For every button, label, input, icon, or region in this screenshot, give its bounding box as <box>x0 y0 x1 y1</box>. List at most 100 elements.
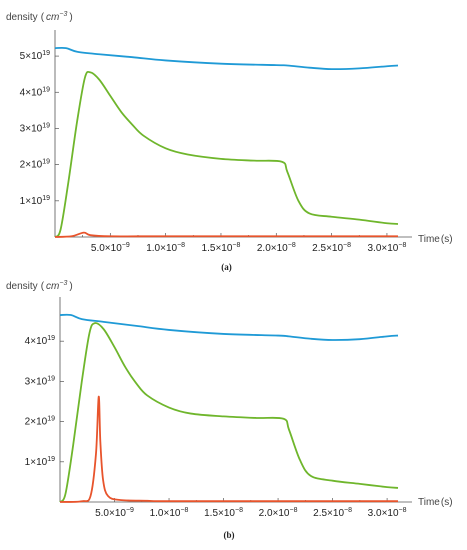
x-axis-unit: (s) <box>441 234 453 245</box>
x-tick-mantissa: 2.5 <box>312 243 326 254</box>
x-tick-times: ×10 <box>164 508 181 519</box>
chart-panel-a: density(cm−3)Time(s)1×10192×10193×10194×… <box>6 11 453 272</box>
x-axis-unit: (s) <box>441 497 453 508</box>
y-tick-times: ×10 <box>25 160 42 171</box>
y-tick-exp: 19 <box>47 335 55 342</box>
x-tick-label: 1.5×10−8 <box>204 507 243 519</box>
y-tick-mantissa: 1 <box>20 196 26 207</box>
series-blue-line <box>59 313 399 341</box>
y-tick-times: ×10 <box>30 376 47 387</box>
x-axis-title: Time(s) <box>418 234 453 245</box>
x-tick-label: 1.0×10−8 <box>146 242 185 254</box>
chart-panel-b: density(cm−3)Time(s)1×10192×10193×10194×… <box>6 280 453 540</box>
x-tick-exp: −8 <box>235 507 243 514</box>
x-tick-mantissa: 2.0 <box>257 243 271 254</box>
x-tick-exp: −8 <box>290 507 298 514</box>
y-tick-exp: 19 <box>42 122 50 129</box>
y-tick-mantissa: 4 <box>20 87 26 98</box>
y-tick-exp: 19 <box>42 159 50 166</box>
y-tick-label: 4×1019 <box>25 335 55 347</box>
y-tick-label: 3×1019 <box>20 122 50 134</box>
x-tick-label: 2.5×10−8 <box>312 242 351 254</box>
y-tick-times: ×10 <box>25 196 42 207</box>
y-axis-unit-open: ( <box>41 12 45 23</box>
x-axis-title-text: Time <box>418 497 440 508</box>
y-tick-times: ×10 <box>25 87 42 98</box>
x-tick-times: ×10 <box>218 508 235 519</box>
y-axis-title-text: density <box>6 12 38 23</box>
y-tick-times: ×10 <box>30 336 47 347</box>
y-tick-label: 4×1019 <box>20 86 50 98</box>
x-tick-mantissa: 3.0 <box>368 508 382 519</box>
y-axis-unit-base: cm <box>46 281 59 292</box>
y-tick-exp: 19 <box>42 195 50 202</box>
x-tick-label: 2.0×10−8 <box>259 507 298 519</box>
x-tick-exp: −8 <box>232 242 240 249</box>
y-tick-label: 1×1019 <box>20 195 50 207</box>
y-axis-unit-exp: −3 <box>59 11 67 18</box>
x-tick-times: ×10 <box>381 243 398 254</box>
x-tick-mantissa: 3.0 <box>368 243 382 254</box>
x-tick-mantissa: 1.0 <box>150 508 164 519</box>
panel-label: (a) <box>221 262 232 272</box>
x-tick-mantissa: 2.0 <box>259 508 273 519</box>
panel-label: (b) <box>224 530 235 540</box>
x-tick-label: 3.0×10−8 <box>368 242 407 254</box>
x-tick-mantissa: 1.5 <box>202 243 216 254</box>
y-tick-exp: 19 <box>47 375 55 382</box>
y-axis-unit-exp: −3 <box>59 280 67 287</box>
x-tick-exp: −8 <box>399 507 407 514</box>
y-tick-label: 1×1019 <box>25 456 55 468</box>
x-tick-label: 1.0×10−8 <box>150 507 189 519</box>
y-tick-times: ×10 <box>25 51 42 62</box>
x-tick-times: ×10 <box>327 508 344 519</box>
series-red-line <box>54 231 398 238</box>
x-tick-times: ×10 <box>105 243 122 254</box>
series-green-line <box>54 70 399 238</box>
x-tick-mantissa: 5.0 <box>95 508 109 519</box>
x-axis-title-text: Time <box>418 234 440 245</box>
y-tick-exp: 19 <box>47 456 55 463</box>
y-tick-mantissa: 3 <box>25 376 31 387</box>
x-tick-mantissa: 5.0 <box>91 243 105 254</box>
y-axis-title-text: density <box>6 281 38 292</box>
y-tick-times: ×10 <box>30 417 47 428</box>
y-tick-mantissa: 3 <box>20 123 26 134</box>
x-tick-label: 5.0×10−9 <box>95 507 134 519</box>
x-axis-title: Time(s) <box>418 497 453 508</box>
y-axis-title: density(cm−3) <box>6 280 73 292</box>
y-tick-label: 2×1019 <box>25 416 55 428</box>
series-blue-line <box>54 46 399 71</box>
x-tick-times: ×10 <box>326 243 343 254</box>
x-tick-mantissa: 1.0 <box>146 243 160 254</box>
x-tick-exp: −8 <box>343 242 351 249</box>
y-axis-unit-base: cm <box>46 12 59 23</box>
y-axis-title: density(cm−3) <box>6 11 73 23</box>
y-tick-mantissa: 2 <box>25 417 31 428</box>
x-tick-label: 3.0×10−8 <box>368 507 407 519</box>
y-tick-exp: 19 <box>42 86 50 93</box>
x-tick-times: ×10 <box>215 243 232 254</box>
x-tick-label: 2.0×10−8 <box>257 242 296 254</box>
y-tick-mantissa: 2 <box>20 160 26 171</box>
y-tick-mantissa: 1 <box>25 457 31 468</box>
x-tick-exp: −8 <box>398 242 406 249</box>
y-axis-unit-open: ( <box>41 281 45 292</box>
x-tick-exp: −8 <box>344 507 352 514</box>
x-tick-label: 5.0×10−9 <box>91 242 130 254</box>
x-tick-label: 2.5×10−8 <box>313 507 352 519</box>
x-tick-times: ×10 <box>160 243 177 254</box>
y-tick-times: ×10 <box>30 457 47 468</box>
series-red-line <box>59 395 398 503</box>
y-axis-unit-close: ) <box>69 12 72 23</box>
x-tick-mantissa: 1.5 <box>204 508 218 519</box>
y-tick-label: 5×1019 <box>20 50 50 62</box>
x-tick-mantissa: 2.5 <box>313 508 327 519</box>
x-tick-exp: −8 <box>177 242 185 249</box>
x-tick-label: 1.5×10−8 <box>202 242 241 254</box>
x-tick-times: ×10 <box>109 508 126 519</box>
x-tick-exp: −9 <box>122 242 130 249</box>
x-tick-times: ×10 <box>271 243 288 254</box>
x-tick-exp: −8 <box>180 507 188 514</box>
